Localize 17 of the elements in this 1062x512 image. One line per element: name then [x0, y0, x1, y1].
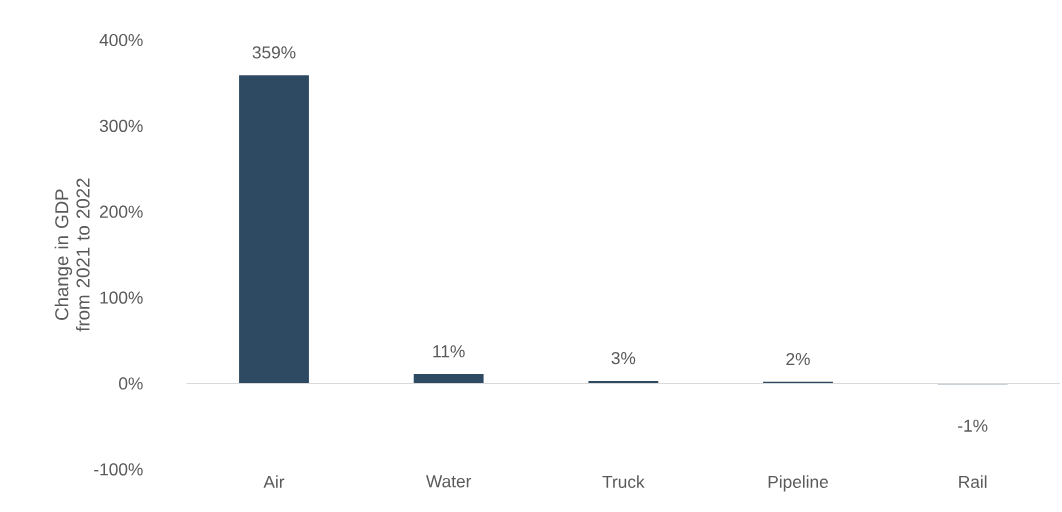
data-label: 359% [252, 46, 296, 59]
data-label: 2% [786, 352, 810, 366]
y-tick-label: 0% [119, 377, 143, 390]
y-tick-label: 300% [99, 119, 143, 132]
y-axis-title: Change in GDP from 2021 to 2022 [54, 178, 90, 332]
y-tick-label: 400% [99, 33, 143, 47]
y-tick-label: -100% [94, 463, 143, 476]
data-label: 3% [611, 351, 636, 365]
x-tick-label: Air [263, 475, 285, 488]
data-label: -1% [958, 419, 988, 432]
y-tick-label: 200% [100, 205, 143, 218]
x-tick-label: Pipeline [768, 475, 828, 492]
data-label: 11% [433, 345, 465, 358]
x-tick-label: Truck [602, 475, 645, 489]
x-tick-label: Water [426, 475, 472, 488]
y-tick-label: 100% [100, 291, 143, 304]
x-tick-label: Rail [959, 475, 987, 489]
